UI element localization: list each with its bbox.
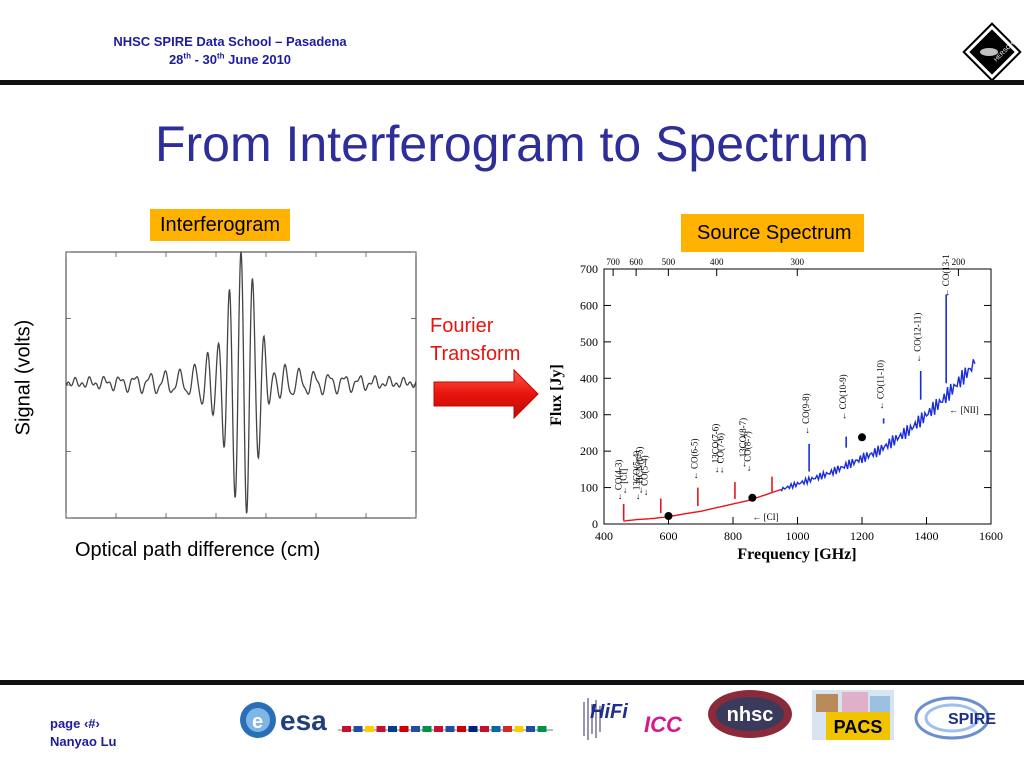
hifi-icc-logo: HiFi ICC <box>578 694 690 744</box>
top-tick-label: 200 <box>952 257 966 267</box>
esa-logo: e esa <box>238 698 558 743</box>
flag <box>399 726 409 732</box>
slide-title: From Interferogram to Spectrum <box>154 116 870 172</box>
y-tick-label: 100 <box>580 481 598 495</box>
line-label: ← 13CO(8-7) <box>738 418 748 469</box>
interferogram-y-label: Signal (volts) <box>12 319 35 436</box>
event-name: NHSC SPIRE Data School – Pasadena <box>113 34 347 49</box>
line-label: ← CO(4-3) <box>613 460 623 502</box>
nhsc-logo-text: nhsc <box>727 704 774 726</box>
flag <box>537 726 547 732</box>
line-label: ← CO(11-10) <box>876 360 886 410</box>
spire-logo-text: SPIRE <box>948 711 996 728</box>
esa-logo-text: esa <box>280 705 327 736</box>
flag <box>353 726 363 732</box>
spectrum-series-1 <box>780 359 976 492</box>
line-label: ← [NII] <box>949 405 979 415</box>
flag <box>422 726 432 732</box>
top-tick-label: 600 <box>629 257 643 267</box>
line-label: ← CO(9-8) <box>801 393 811 435</box>
flag <box>503 726 512 732</box>
spectrum-y-axis-label: Flux [Jy] <box>548 364 565 426</box>
x-tick-label: 800 <box>724 529 742 543</box>
flag <box>514 726 524 732</box>
interferogram-label: Interferogram <box>150 209 291 241</box>
icc-logo-text: ICC <box>644 712 683 737</box>
flag <box>365 726 374 732</box>
header-text: NHSC SPIRE Data School – Pasadena 28th -… <box>60 33 400 69</box>
interferogram-x-label: Optical path difference (cm) <box>75 539 321 561</box>
flag <box>434 726 443 732</box>
flag <box>342 726 351 732</box>
nhsc-logo: nhsc <box>706 688 794 740</box>
line-label: ← [CI] <box>619 469 629 495</box>
flag <box>388 726 397 732</box>
fourier-arrow-icon <box>432 368 542 425</box>
fourier-label: Fourier Transform <box>430 315 521 365</box>
flag <box>445 726 455 732</box>
svg-text:e: e <box>252 711 263 733</box>
line-label: ← CO(8-7) <box>743 431 753 473</box>
line-label: ← CO(12-11) <box>913 313 923 363</box>
line-label: ← CO(5-4) <box>639 455 649 497</box>
event-date: 28th - 30th June 2010 <box>168 51 292 67</box>
line-label: ← CO(13-12) <box>941 255 951 297</box>
footer-rule <box>0 680 1024 685</box>
spectrum-chart: 400 600 800 1000 1200 1400 1600 0 100 200 300 400 50… <box>543 247 1013 570</box>
y-tick-label: 500 <box>580 335 598 349</box>
x-tick-label: 1600 <box>979 529 1003 543</box>
top-tick-label: 300 <box>791 257 805 267</box>
top-tick-label: 400 <box>710 257 724 267</box>
flag <box>411 726 420 732</box>
line-label: ← CO(10-9) <box>838 374 848 420</box>
y-tick-label: 400 <box>580 371 598 385</box>
x-tick-label: 1000 <box>786 529 810 543</box>
x-tick-label: 400 <box>595 529 613 543</box>
spectrum-label: Source Spectrum <box>681 214 864 252</box>
x-tick-label: 1400 <box>915 529 939 543</box>
interferogram-trace <box>65 251 417 514</box>
flag <box>457 726 466 732</box>
data-point <box>858 433 866 442</box>
line-label: ← HCN(6-5) <box>635 447 645 495</box>
pacs-logo: PACS <box>806 686 900 744</box>
data-point <box>748 493 757 502</box>
flag <box>376 726 386 732</box>
top-tick-label: 500 <box>662 257 676 267</box>
y-tick-label: 0 <box>592 517 598 531</box>
spectrum-x-axis-label: Frequency [GHz] <box>737 546 856 563</box>
y-tick-label: 600 <box>580 298 598 312</box>
flag <box>526 726 535 732</box>
footer-page: page ‹#› Nanyao Lu <box>50 716 117 749</box>
line-label: ← [CI] <box>752 512 778 522</box>
hifi-logo-text: HiFi <box>590 701 628 723</box>
line-label: ← 13CO(5-4) <box>632 451 642 502</box>
data-point <box>664 511 673 520</box>
y-tick-label: 300 <box>580 408 598 422</box>
flag <box>480 726 489 732</box>
herschel-logo: HERSCHEL <box>962 22 1024 84</box>
line-label: ← CO(6-5) <box>690 439 700 481</box>
line-label: ← CO(7-6) <box>715 433 725 475</box>
flag <box>491 726 501 732</box>
spire-logo: SPIRE <box>912 692 1016 744</box>
pacs-logo-text: PACS <box>834 717 883 737</box>
top-tick-label: 700 <box>606 257 620 267</box>
header-rule <box>0 80 1024 85</box>
flag <box>468 726 478 732</box>
interferogram-chart <box>58 248 420 523</box>
line-label: ← 13CO(7-6) <box>710 424 720 475</box>
x-tick-label: 1200 <box>850 529 874 543</box>
y-tick-label: 200 <box>580 444 598 458</box>
y-tick-label: 700 <box>580 262 598 276</box>
x-tick-label: 600 <box>660 529 678 543</box>
